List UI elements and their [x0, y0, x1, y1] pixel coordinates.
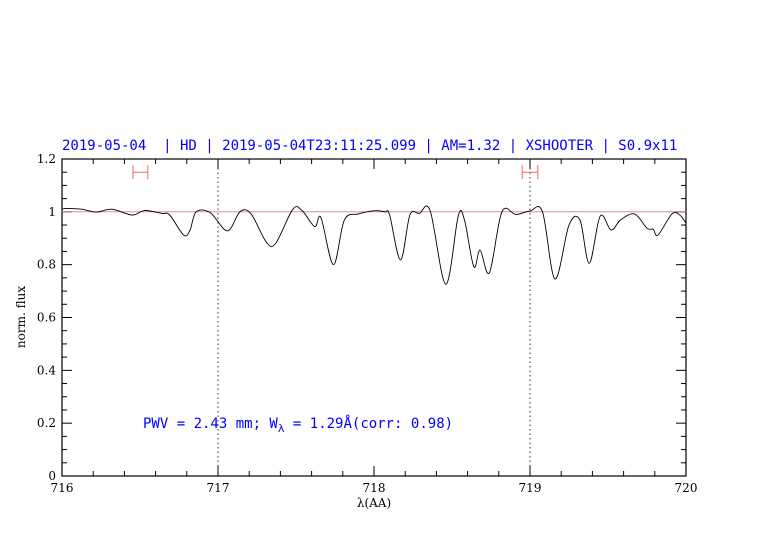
plot-marks: [61, 159, 687, 476]
y-tick-label: 0.2: [37, 416, 56, 430]
error-bar: [521, 165, 539, 180]
x-axis-label: λ(AA): [357, 496, 391, 510]
y-tick-label: 0.8: [37, 258, 56, 272]
x-tick-label: 720: [675, 481, 698, 495]
spectrum-line: [61, 205, 687, 285]
y-tick-label: 1.2: [37, 152, 56, 166]
x-tick-label: 716: [51, 481, 74, 495]
x-tick-label: 717: [207, 481, 230, 495]
chart-title: 2019-05-04 | HD | 2019-05-04T23:11:25.09…: [62, 138, 677, 154]
y-tick-label: 1: [48, 205, 56, 219]
annotation-prefix: PWV = 2.43 mm; W: [143, 416, 278, 432]
x-tick-label: 718: [363, 481, 386, 495]
annotation-subscript: λ: [278, 422, 285, 435]
x-tick-label: 719: [519, 481, 542, 495]
y-tick-label: 0.6: [37, 311, 56, 325]
y-axis-label: norm. flux: [14, 286, 28, 348]
pwv-annotation: PWV = 2.43 mm; Wλ = 1.29Å(corr: 0.98): [143, 415, 453, 435]
error-bar: [132, 165, 149, 180]
axes: 716 717 718 719 720 0 0.2 0.4 0.6 0.8 1 1.2: [37, 152, 698, 495]
y-tick-label: 0: [48, 469, 56, 483]
y-tick-label: 0.4: [37, 363, 56, 377]
annotation-suffix: = 1.29Å(corr: 0.98): [284, 415, 453, 432]
